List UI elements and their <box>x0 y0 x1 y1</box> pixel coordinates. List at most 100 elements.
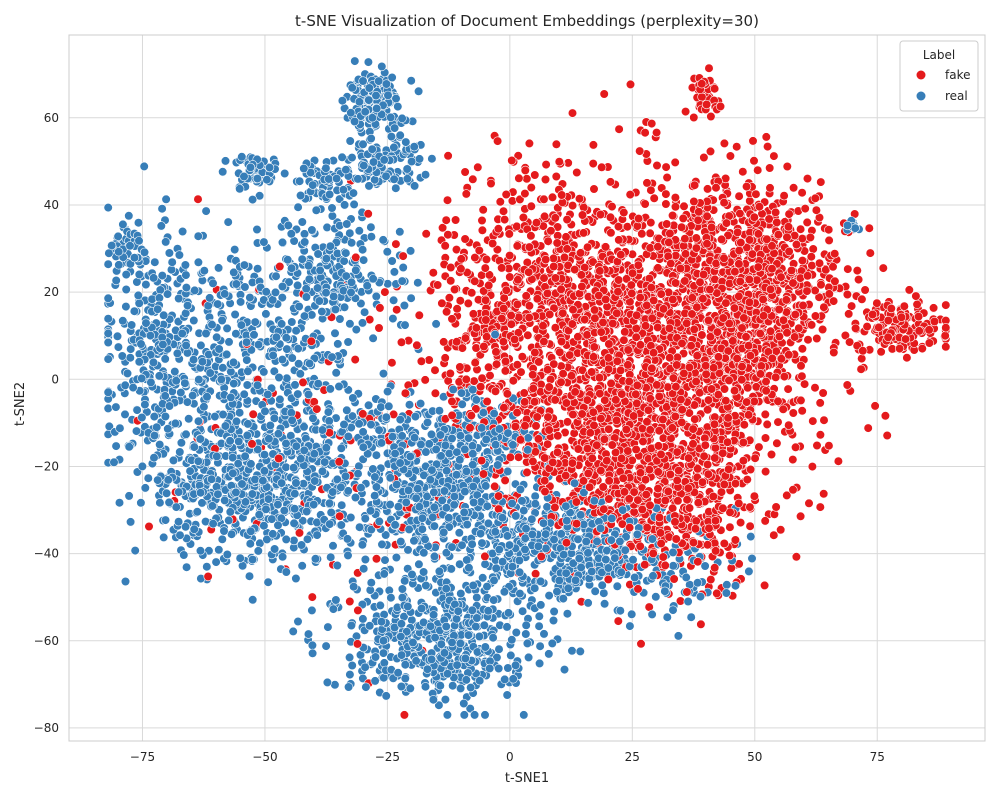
data-point-real <box>544 590 554 601</box>
data-point-fake <box>782 490 792 501</box>
data-point-fake <box>275 261 285 272</box>
data-point-real <box>326 552 336 562</box>
data-point-real <box>181 270 191 280</box>
data-point-real <box>283 255 293 265</box>
data-point-real <box>182 397 192 407</box>
data-point-fake <box>795 511 806 521</box>
data-point-real <box>389 142 399 152</box>
data-point-fake <box>912 299 922 310</box>
data-point-real <box>454 528 464 538</box>
data-point-real <box>111 441 121 451</box>
data-point-real <box>103 314 113 324</box>
data-point-real <box>217 534 227 544</box>
data-point-real <box>205 368 215 378</box>
data-point-real <box>534 621 544 631</box>
data-point-fake <box>460 234 470 244</box>
data-point-real <box>323 622 333 632</box>
data-point-real <box>521 620 531 630</box>
data-point-fake <box>784 420 794 430</box>
data-point-fake <box>745 521 755 531</box>
data-point-real <box>140 400 150 410</box>
data-point-fake <box>428 268 438 278</box>
data-point-fake <box>430 388 441 398</box>
data-point-fake <box>437 298 447 308</box>
data-point-real <box>253 264 263 274</box>
data-point-real <box>112 331 123 341</box>
data-point-fake <box>451 215 461 225</box>
data-point-real <box>395 227 405 237</box>
data-point-real <box>389 267 400 277</box>
data-point-fake <box>504 229 514 239</box>
data-point-fake <box>706 111 716 122</box>
data-point-fake <box>766 449 777 460</box>
data-point-real <box>299 229 310 239</box>
data-point-fake <box>705 146 716 156</box>
data-point-real <box>114 498 125 508</box>
data-point-fake <box>562 215 572 225</box>
data-point-real <box>517 606 528 616</box>
data-point-real <box>535 641 545 651</box>
data-point-real <box>366 222 376 232</box>
data-point-fake <box>512 241 522 251</box>
data-point-real <box>599 588 609 598</box>
data-point-real <box>527 514 537 524</box>
data-point-fake <box>872 298 882 308</box>
data-point-real <box>175 530 185 540</box>
data-point-fake <box>667 210 678 221</box>
data-point-real <box>345 669 355 680</box>
data-point-real <box>224 337 234 347</box>
data-point-fake <box>589 342 599 352</box>
data-point-fake <box>745 502 755 512</box>
data-point-real <box>155 498 165 508</box>
data-point-fake <box>699 152 709 163</box>
data-point-fake <box>880 411 891 421</box>
data-point-fake <box>488 238 498 249</box>
data-point-fake <box>540 174 551 185</box>
data-point-real <box>182 562 192 572</box>
data-point-real <box>211 557 221 567</box>
data-point-real <box>317 466 328 476</box>
data-point-real <box>647 609 657 620</box>
data-point-fake <box>788 408 798 418</box>
data-point-real <box>133 218 144 228</box>
data-point-fake <box>567 108 578 118</box>
data-point-real <box>427 154 437 164</box>
data-point-fake <box>816 177 826 187</box>
data-point-real <box>293 202 303 212</box>
data-point-real <box>248 595 258 605</box>
data-point-fake <box>518 212 529 223</box>
data-point-real <box>308 413 318 423</box>
data-point-real <box>322 222 332 232</box>
data-point-fake <box>647 118 657 129</box>
data-point-real <box>406 293 416 303</box>
data-point-fake <box>808 416 818 426</box>
data-point-fake <box>815 398 825 408</box>
data-point-fake <box>802 217 812 227</box>
data-point-fake <box>661 162 671 172</box>
data-point-real <box>307 605 317 616</box>
data-point-fake <box>818 388 828 398</box>
data-point-real <box>343 550 353 561</box>
data-point-fake <box>495 197 505 207</box>
data-point-real <box>332 474 342 485</box>
data-point-real <box>222 549 232 560</box>
data-point-real <box>370 652 381 662</box>
data-point-fake <box>799 379 810 389</box>
data-point-fake <box>599 89 609 99</box>
data-point-fake <box>350 355 360 365</box>
data-point-real <box>347 238 357 248</box>
data-point-fake <box>588 140 599 150</box>
data-point-fake <box>649 193 659 203</box>
data-point-real <box>331 368 341 378</box>
data-point-fake <box>941 300 951 310</box>
data-point-fake <box>738 437 749 448</box>
data-point-real <box>177 328 187 339</box>
data-point-fake <box>605 212 616 222</box>
data-point-real <box>583 598 593 608</box>
data-point-fake <box>760 433 771 443</box>
data-point-fake <box>833 456 844 466</box>
data-point-real <box>357 318 368 328</box>
data-point-real <box>322 677 333 688</box>
data-point-fake <box>421 229 431 239</box>
data-point-real <box>371 450 382 460</box>
